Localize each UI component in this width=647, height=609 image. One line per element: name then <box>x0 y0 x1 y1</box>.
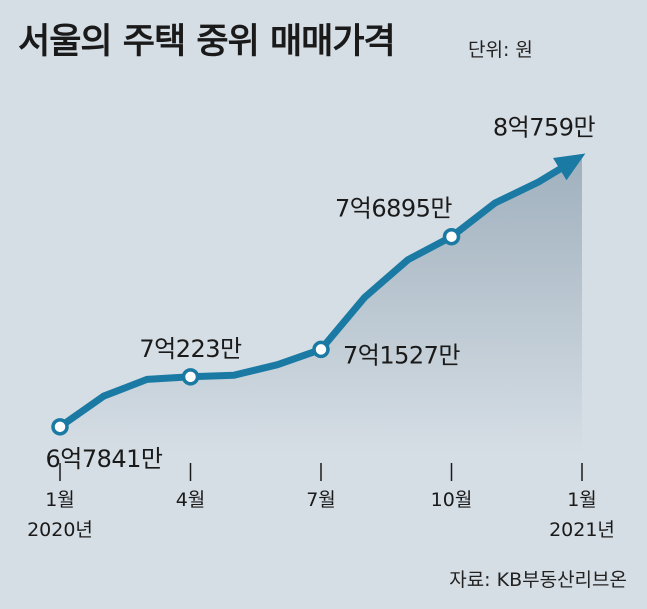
data-label: 7억223만 <box>139 335 242 363</box>
data-point-marker <box>442 227 461 246</box>
data-point-marker <box>51 418 69 436</box>
series-arrowhead <box>553 153 586 181</box>
data-label: 6억7841만 <box>45 445 162 473</box>
x-tick-label: 4월 <box>176 489 206 511</box>
x-tick-label: 1월 <box>567 489 597 511</box>
chart-title: 서울의 주택 중위 매매가격 <box>18 22 396 62</box>
data-point-marker <box>312 340 330 359</box>
source-note: 자료: KB부동산리브온 <box>449 569 627 591</box>
x-tick-year-label: 2020년 <box>27 519 93 541</box>
x-tick-label: 10월 <box>431 489 473 511</box>
x-tick-label: 7월 <box>306 489 336 511</box>
data-label: 8억759만 <box>493 114 596 142</box>
data-point-marker <box>181 368 200 386</box>
data-label: 7억6895만 <box>335 195 452 223</box>
x-tick-label: 1월 <box>45 489 75 511</box>
data-label: 7억1527만 <box>343 341 460 369</box>
unit-note: 단위: 원 <box>468 39 533 61</box>
x-tick-year-label: 2021년 <box>549 519 615 541</box>
